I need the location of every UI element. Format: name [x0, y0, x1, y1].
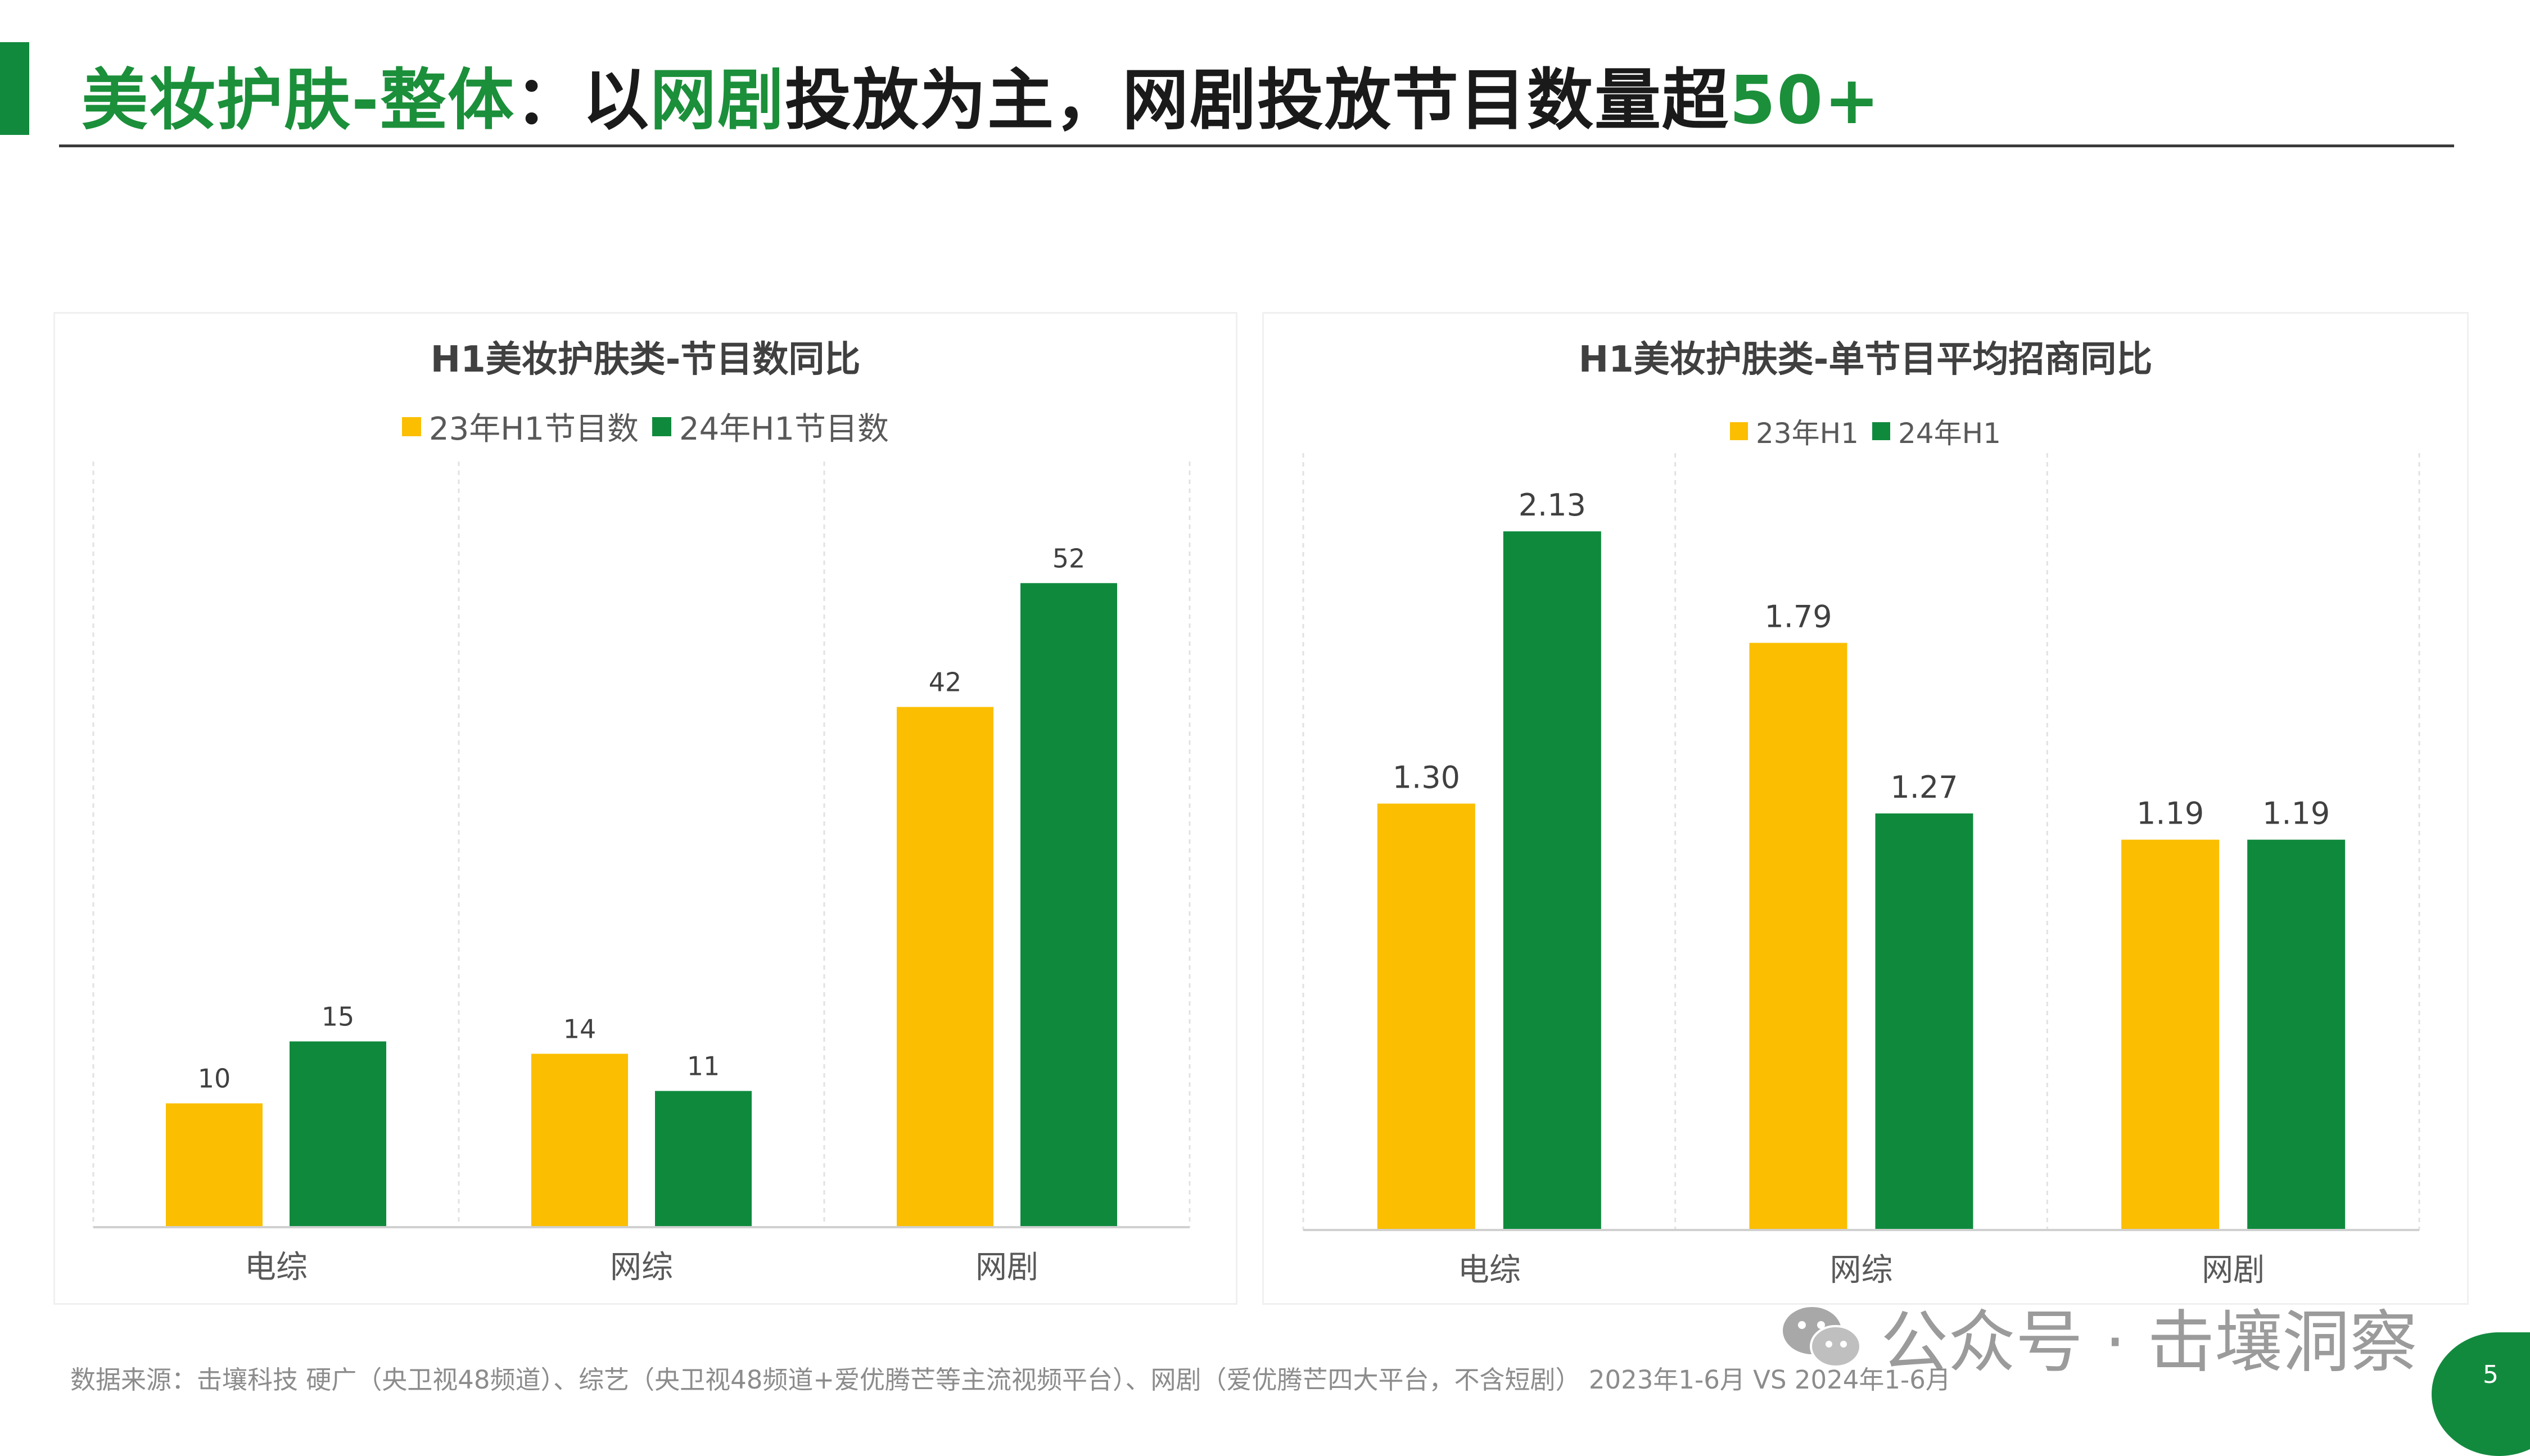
data-label: 1.19: [2262, 796, 2330, 831]
legend-swatch-23: [1729, 422, 1748, 440]
x-tick-label: 网综: [1830, 1252, 1893, 1288]
bar: [655, 1091, 752, 1227]
chart-title: H1美妆护肤类-节目数同比: [430, 339, 861, 381]
legend-label: 24年H1节目数: [679, 411, 889, 447]
title-part: 50+: [1729, 61, 1881, 139]
page-number-badge: [2432, 1332, 2530, 1456]
bar: [166, 1103, 263, 1227]
title-divider: [59, 144, 2454, 147]
bar: [897, 707, 993, 1227]
chart-legend: 23年H1节目数 24年H1节目数: [55, 404, 1236, 449]
data-label: 2.13: [1519, 487, 1586, 523]
bar: [2121, 839, 2220, 1230]
legend-item: 23年H1节目数: [402, 404, 639, 449]
bar: [290, 1041, 386, 1227]
bar: [1020, 583, 1117, 1227]
wechat-icon: [1783, 1307, 1862, 1368]
title-part: 投放为主，网剧投放节目数量超: [785, 61, 1730, 139]
watermark-text: 公众号 · 击壤洞察: [1881, 1304, 2418, 1382]
data-label: 1.19: [2136, 796, 2204, 831]
title-part: ：以: [514, 61, 650, 139]
avg-sponsorship-bar-chart: 1.30 2.13 电综 1.79 1.27 网综 1.19 1.19 网剧: [1302, 453, 2420, 1288]
data-label: 15: [322, 1002, 355, 1032]
program-count-chart-panel: H1美妆护肤类-节目数同比 23年H1节目数 24年H1节目数 10 15 电综 14…: [53, 312, 1237, 1305]
x-tick-label: 网剧: [975, 1249, 1038, 1286]
x-tick-label: 电综: [245, 1249, 308, 1286]
legend-swatch-24: [1872, 422, 1890, 440]
page-number: 5: [2483, 1360, 2499, 1389]
bar: [1749, 643, 1847, 1230]
data-label: 1.27: [1890, 770, 1958, 805]
bar: [1875, 813, 1973, 1230]
x-tick-label: 网综: [610, 1249, 673, 1286]
legend-swatch-24: [652, 417, 671, 436]
chart-title: H1美妆护肤类-单节目平均招商同比: [1578, 339, 2153, 381]
data-label: 1.30: [1393, 759, 1460, 795]
page-title: 美妆护肤-整体：以网剧投放为主，网剧投放节目数量超50+: [82, 46, 1881, 142]
legend-label: 24年H1: [1898, 417, 2002, 450]
legend-label: 23年H1节目数: [429, 411, 639, 447]
x-tick-label: 网剧: [2202, 1252, 2265, 1288]
legend-item: 24年H1节目数: [652, 404, 889, 449]
data-source-note: 数据来源：击壤科技 硬广（央卫视48频道）、综艺（央卫视48频道+爱优腾芒等主流…: [70, 1365, 1951, 1395]
program-count-bar-chart: 10 15 电综 14 11 网综 42 52 网剧: [92, 462, 1191, 1286]
x-tick-label: 电综: [1458, 1252, 1521, 1288]
legend-item: 24年H1: [1872, 411, 2001, 451]
legend-item: 23年H1: [1729, 411, 1859, 451]
title-part: 网剧: [650, 61, 785, 139]
chart-legend: 23年H1 24年H1: [1264, 411, 2467, 451]
data-label: 11: [687, 1051, 720, 1082]
data-label: 1.79: [1764, 599, 1832, 635]
title-accent-bar: [0, 42, 29, 135]
data-label: 14: [563, 1014, 597, 1044]
legend-swatch-23: [402, 417, 421, 436]
avg-sponsorship-chart-panel: H1美妆护肤类-单节目平均招商同比 23年H1 24年H1 1.30 2.13 电综…: [1262, 312, 2469, 1305]
legend-label: 23年H1: [1755, 417, 1859, 450]
data-label: 42: [929, 667, 962, 698]
bar: [1377, 803, 1475, 1230]
bar: [531, 1053, 628, 1227]
watermark: 公众号 · 击壤洞察: [1779, 1287, 2417, 1385]
bar: [2247, 839, 2346, 1230]
title-part: 美妆护肤-整体: [82, 61, 515, 139]
data-label: 52: [1052, 543, 1086, 573]
bar: [1503, 531, 1601, 1230]
data-label: 10: [198, 1064, 231, 1094]
